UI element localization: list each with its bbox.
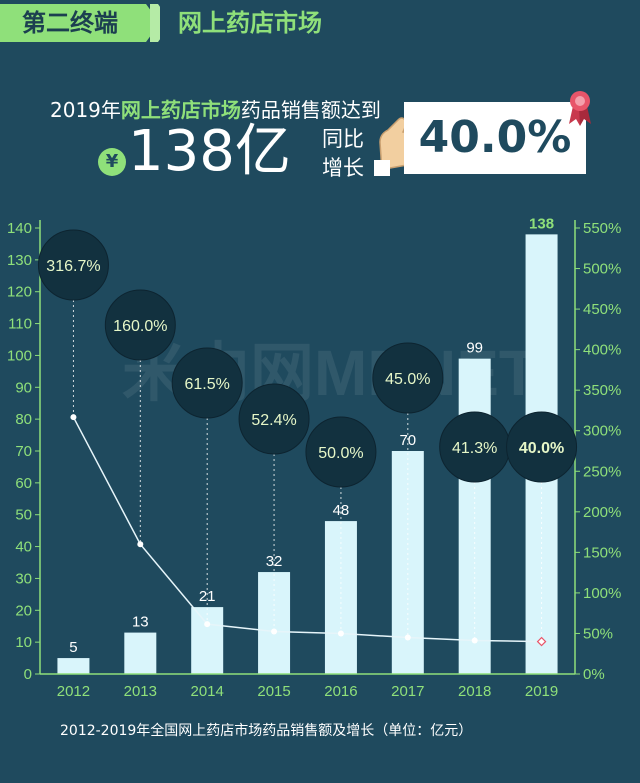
y-tick-label-right: 500% [583,261,621,278]
y-tick-label-right: 400% [583,342,621,359]
x-tick-label: 2016 [324,683,357,700]
headline-amount: 138亿 [128,119,291,184]
y-tick-label-left: 100 [7,347,32,364]
growth-point [337,630,344,637]
y-tick-label-right: 0% [583,666,605,683]
x-tick-label: 2012 [57,683,90,700]
growth-point [471,637,478,644]
x-tick-label: 2015 [257,683,290,700]
headline-suffix: 药品销售额达到 [240,98,381,122]
growth-card [404,102,586,174]
chart-caption: 2012-2019年全国网上药店市场药品销售额及增长（单位：亿元） [60,723,473,739]
y-tick-label-right: 300% [583,423,621,440]
bar-2013 [124,632,157,674]
headline-text: 2019年网上药店市场药品销售额达到 [50,94,381,123]
header-tag-shape [0,4,160,42]
x-tick-label: 2019 [525,683,558,700]
y-tick-label-left: 90 [15,379,32,396]
bar-2015 [258,572,291,674]
y-tick-label-left: 60 [15,475,32,492]
growth-point [536,636,547,647]
headline-prefix: 2019年 [50,98,121,122]
y-tick-label-right: 50% [583,625,613,642]
growth-point [70,414,77,421]
y-tick-label-left: 40 [15,539,32,556]
growth-bubble [238,383,310,455]
y-tick-label-left: 10 [15,634,32,651]
y-tick-label-right: 150% [583,544,621,561]
growth-point [404,634,411,641]
bar-value-label: 70 [399,432,416,449]
growth-bubble [171,347,243,419]
bar-2012 [57,658,90,674]
growth-value: 40.0% [418,112,572,163]
bar-value-label: 21 [199,588,216,605]
yoy-label: 同比增长 [322,127,364,180]
y-tick-label-right: 100% [583,585,621,602]
growth-bubble [104,289,176,361]
y-tick-label-right: 200% [583,504,621,521]
bar-2018 [458,358,491,674]
bar-value-label: 138 [529,215,554,232]
growth-label: 50.0% [318,445,363,462]
y-tick-label-right: 550% [583,220,621,237]
growth-bubble [37,229,109,301]
y-tick-label-right: 350% [583,382,621,399]
currency-icon: ¥ [98,148,126,176]
bar-value-label: 5 [69,639,77,656]
header-tag: 第二终端 [22,9,118,37]
bar-value-label: 13 [132,614,149,631]
growth-line [72,416,542,643]
growth-point [271,628,278,635]
y-tick-label-left: 30 [15,570,32,587]
growth-label: 160.0% [113,318,167,335]
growth-label: 45.0% [385,371,430,388]
x-tick-label: 2018 [458,683,491,700]
y-tick-label-left: 80 [15,411,32,428]
growth-label: 61.5% [185,376,230,393]
y-tick-label-left: 130 [7,252,32,269]
growth-label: 41.3% [452,440,497,457]
x-tick-label: 2013 [124,683,157,700]
y-tick-label-left: 50 [15,507,32,524]
y-tick-label-left: 70 [15,443,32,460]
x-tick-label: 2017 [391,683,424,700]
y-tick-label-right: 250% [583,463,621,480]
y-tick-label-left: 0 [24,666,32,683]
header-title: 网上药店市场 [178,9,322,37]
growth-point [204,621,211,628]
y-tick-label-left: 110 [8,316,32,333]
bar-2014 [191,607,224,674]
y-tick-label-left: 140 [7,220,32,237]
growth-bubble [506,411,578,483]
growth-bubble [305,416,377,488]
growth-label: 52.4% [251,412,296,429]
y-tick-label-left: 20 [15,602,32,619]
bar-value-label: 99 [466,340,483,357]
y-tick-label-left: 120 [7,284,32,301]
x-tick-label: 2014 [191,683,224,700]
bar-value-label: 32 [266,553,283,570]
award-ribbon-icon [569,91,591,126]
growth-label: 40.0% [519,440,564,457]
growth-point [137,541,144,548]
y-tick-label-right: 450% [583,301,621,318]
growth-label: 316.7% [46,258,100,275]
growth-bubble [372,342,444,414]
bar-value-label: 48 [333,502,350,519]
headline-highlight: 网上药店市场 [120,98,241,122]
